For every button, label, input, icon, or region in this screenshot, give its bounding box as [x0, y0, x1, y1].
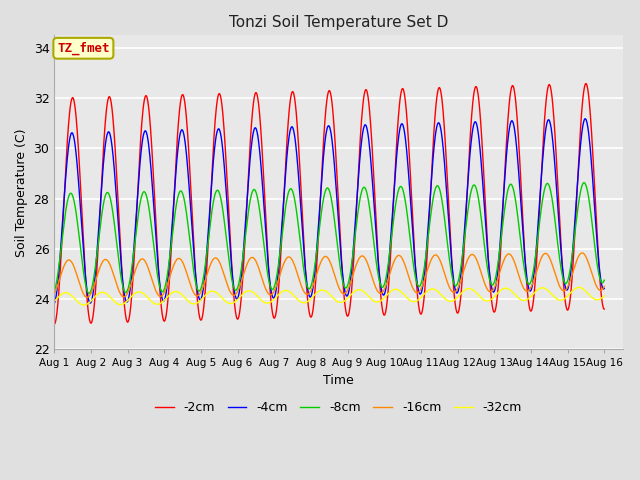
-32cm: [415, 297, 422, 302]
-2cm: [600, 306, 608, 312]
-16cm: [173, 256, 181, 262]
-4cm: [173, 160, 180, 166]
-2cm: [173, 147, 180, 153]
-8cm: [580, 180, 588, 186]
-8cm: [160, 288, 168, 294]
-4cm: [51, 300, 58, 306]
-4cm: [486, 277, 494, 283]
-4cm: [600, 286, 608, 291]
-4cm: [535, 210, 543, 216]
-16cm: [51, 291, 58, 297]
-32cm: [487, 297, 495, 303]
-16cm: [487, 289, 495, 295]
Title: Tonzi Soil Temperature Set D: Tonzi Soil Temperature Set D: [228, 15, 448, 30]
-2cm: [535, 218, 543, 224]
-32cm: [173, 289, 181, 295]
-16cm: [600, 284, 608, 289]
-2cm: [582, 81, 589, 86]
-32cm: [600, 293, 608, 299]
-8cm: [51, 288, 58, 294]
Line: -2cm: -2cm: [54, 84, 604, 324]
-8cm: [173, 198, 181, 204]
-2cm: [51, 321, 58, 327]
Y-axis label: Soil Temperature (C): Soil Temperature (C): [15, 128, 28, 257]
-16cm: [536, 260, 543, 266]
-8cm: [536, 222, 543, 228]
-2cm: [234, 316, 242, 322]
-16cm: [415, 289, 422, 295]
-2cm: [415, 302, 422, 308]
-32cm: [160, 298, 168, 304]
-16cm: [578, 250, 586, 256]
-2cm: [486, 285, 494, 291]
-8cm: [415, 284, 422, 289]
Line: -4cm: -4cm: [54, 119, 604, 303]
-8cm: [487, 280, 495, 286]
-4cm: [415, 288, 422, 293]
-4cm: [159, 298, 167, 304]
-8cm: [600, 277, 608, 283]
-2cm: [159, 316, 167, 322]
-16cm: [83, 295, 91, 300]
-32cm: [536, 286, 543, 291]
-8cm: [85, 290, 93, 296]
Line: -16cm: -16cm: [54, 253, 604, 298]
Line: -8cm: -8cm: [54, 183, 604, 293]
-32cm: [235, 296, 243, 301]
Line: -32cm: -32cm: [54, 288, 604, 305]
-4cm: [581, 116, 589, 121]
-32cm: [575, 285, 583, 290]
-16cm: [160, 291, 168, 297]
-16cm: [235, 287, 243, 292]
-8cm: [235, 282, 243, 288]
-4cm: [234, 294, 242, 300]
-32cm: [51, 299, 58, 304]
-32cm: [80, 302, 88, 308]
Text: TZ_fmet: TZ_fmet: [57, 42, 109, 55]
Legend: -2cm, -4cm, -8cm, -16cm, -32cm: -2cm, -4cm, -8cm, -16cm, -32cm: [150, 396, 527, 420]
X-axis label: Time: Time: [323, 374, 354, 387]
